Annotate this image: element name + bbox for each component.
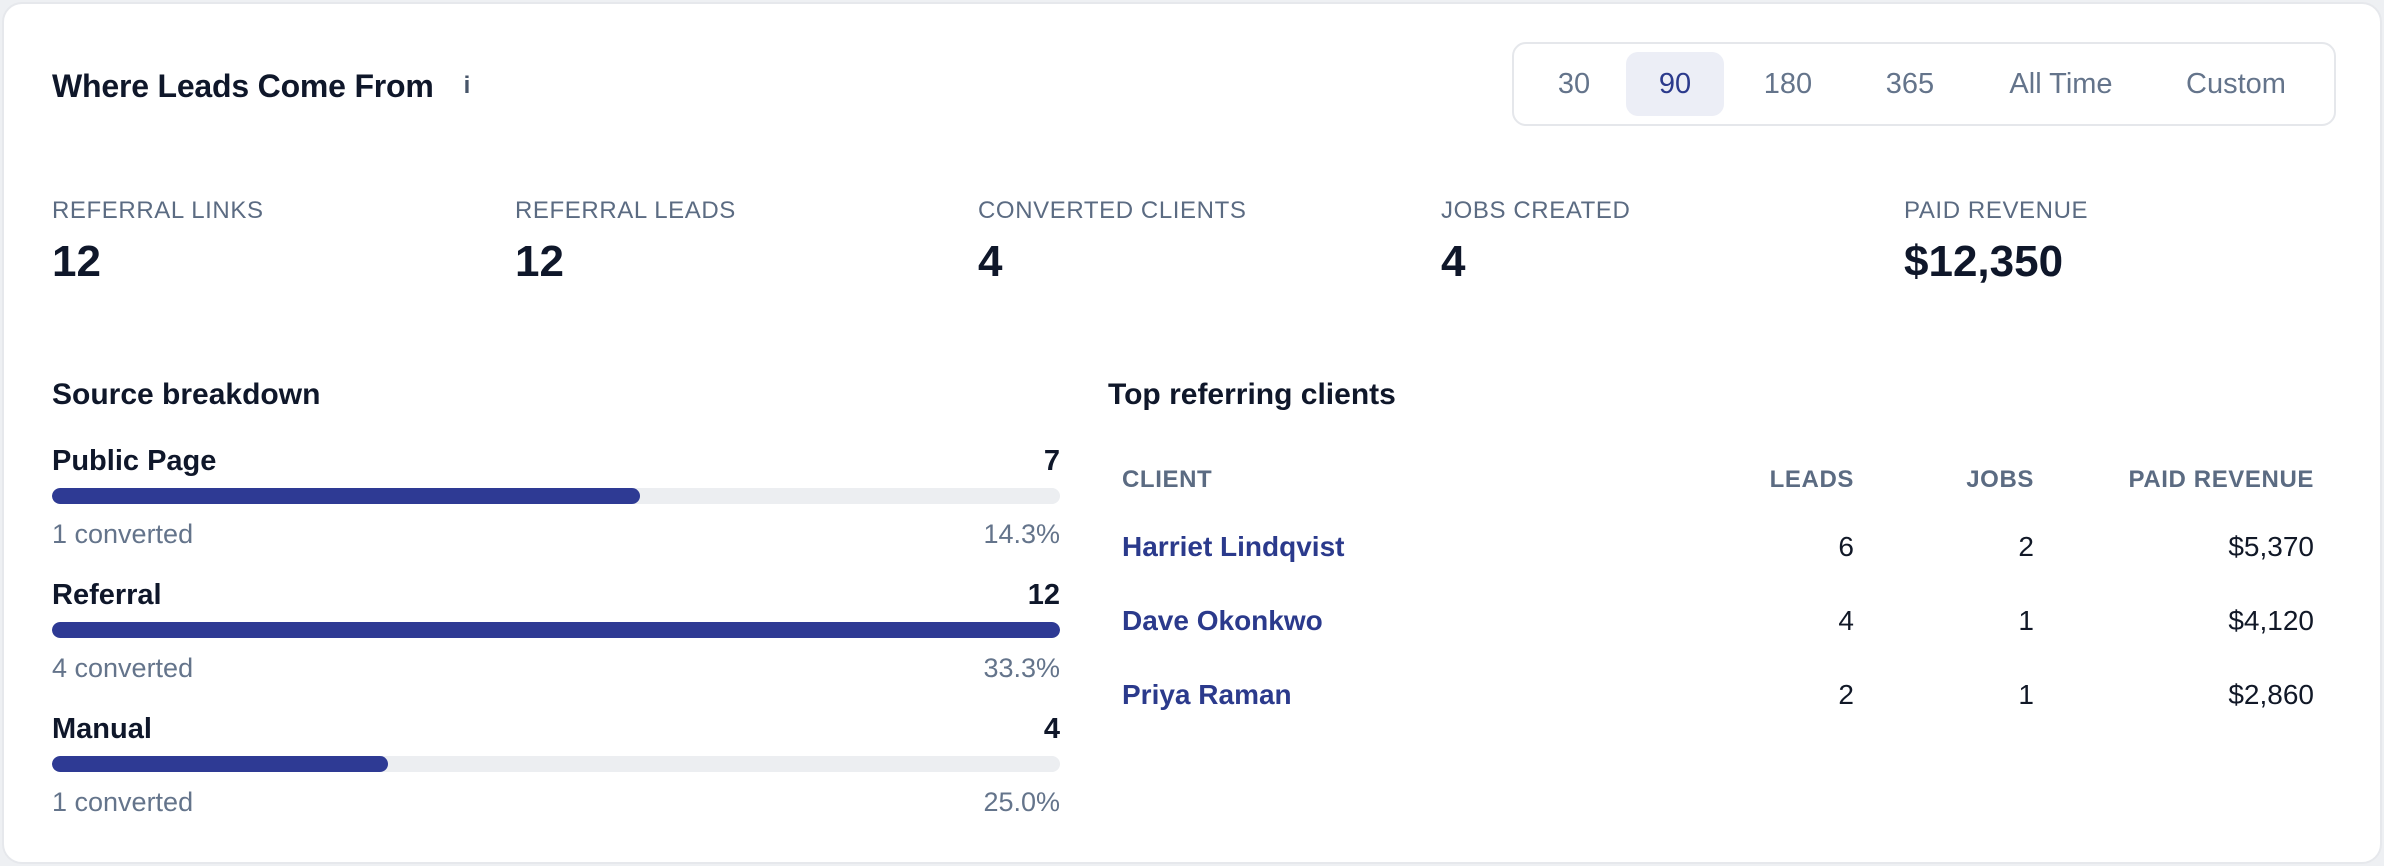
source-percent: 33.3%	[983, 652, 1060, 683]
stat-paid-revenue: PAID REVENUE $12,350	[1904, 194, 2324, 292]
table-row: Harriet Lindqvist 6 2 $5,370	[1108, 510, 2328, 584]
stat-converted-clients: CONVERTED CLIENTS 4	[978, 194, 1398, 292]
source-converted: 1 converted	[52, 786, 194, 817]
source-count: 4	[1043, 712, 1060, 745]
source-name: Manual	[52, 712, 152, 745]
client-link[interactable]: Priya Raman	[1122, 679, 1292, 710]
top-clients-table: CLIENT LEADS JOBS PAID REVENUE Harriet L…	[1108, 450, 2328, 732]
column-header-client: CLIENT	[1122, 466, 1213, 493]
stat-referral-links: REFERRAL LINKS 12	[52, 194, 472, 292]
cell-jobs: 2	[2018, 531, 2034, 562]
stat-label: REFERRAL LEADS	[515, 197, 736, 224]
stat-referral-leads: REFERRAL LEADS 12	[515, 194, 935, 292]
top-referring-clients-title: Top referring clients	[1108, 378, 1396, 411]
source-progress-track	[52, 756, 1060, 772]
cell-leads: 6	[1838, 531, 1854, 562]
source-item-referral: Referral 12 4 converted 33.3%	[52, 576, 1060, 702]
range-365-button[interactable]: 365	[1885, 67, 1935, 100]
table-header-row: CLIENT LEADS JOBS PAID REVENUE	[1108, 450, 2328, 510]
stat-label: JOBS CREATED	[1441, 197, 1631, 224]
cell-revenue: $2,860	[2228, 679, 2314, 710]
source-percent: 25.0%	[983, 786, 1060, 817]
card-title: Where Leads Come From	[52, 67, 434, 104]
range-all-time-button[interactable]: All Time	[2009, 67, 2113, 100]
column-header-leads: LEADS	[1769, 466, 1854, 493]
source-progress-fill	[52, 488, 640, 504]
column-header-jobs: JOBS	[1966, 466, 2034, 493]
cell-revenue: $5,370	[2228, 531, 2314, 562]
range-30-button[interactable]: 30	[1557, 67, 1591, 100]
stats-row: REFERRAL LINKS 12 REFERRAL LEADS 12 CONV…	[52, 194, 2342, 294]
info-icon[interactable]: i	[463, 72, 471, 99]
source-item-public-page: Public Page 7 1 converted 14.3%	[52, 442, 1060, 568]
source-name: Public Page	[52, 444, 217, 477]
date-range-selector: 30 90 180 365 All Time Custom	[1512, 42, 2336, 126]
source-progress-fill	[52, 756, 388, 772]
stat-label: PAID REVENUE	[1904, 197, 2089, 224]
stat-label: REFERRAL LINKS	[52, 197, 264, 224]
source-progress-track	[52, 488, 1060, 504]
source-converted: 1 converted	[52, 518, 194, 549]
stat-value: 12	[515, 237, 564, 286]
stat-value: 12	[52, 237, 101, 286]
table-row: Priya Raman 2 1 $2,860	[1108, 658, 2328, 732]
range-180-button[interactable]: 180	[1763, 67, 1813, 100]
stat-jobs-created: JOBS CREATED 4	[1441, 194, 1861, 292]
client-link[interactable]: Harriet Lindqvist	[1122, 531, 1345, 562]
stat-value: 4	[1441, 237, 1466, 286]
source-progress-track	[52, 622, 1060, 638]
source-count: 12	[1027, 578, 1060, 611]
stat-value: 4	[978, 237, 1003, 286]
card-header: Where Leads Come From i	[52, 64, 470, 108]
cell-leads: 4	[1838, 605, 1854, 636]
stat-label: CONVERTED CLIENTS	[978, 197, 1247, 224]
cell-jobs: 1	[2018, 679, 2034, 710]
source-breakdown-title: Source breakdown	[52, 378, 321, 411]
range-90-button[interactable]: 90	[1626, 52, 1724, 116]
range-custom-button[interactable]: Custom	[2186, 67, 2286, 100]
table-row: Dave Okonkwo 4 1 $4,120	[1108, 584, 2328, 658]
source-name: Referral	[52, 578, 162, 611]
cell-leads: 2	[1838, 679, 1854, 710]
stat-value: $12,350	[1904, 237, 2064, 286]
client-link[interactable]: Dave Okonkwo	[1122, 605, 1323, 636]
source-item-manual: Manual 4 1 converted 25.0%	[52, 710, 1060, 836]
source-converted: 4 converted	[52, 652, 194, 683]
source-count: 7	[1043, 444, 1060, 477]
source-percent: 14.3%	[983, 518, 1060, 549]
column-header-revenue: PAID REVENUE	[2128, 466, 2314, 493]
source-progress-fill	[52, 622, 1060, 638]
cell-jobs: 1	[2018, 605, 2034, 636]
cell-revenue: $4,120	[2228, 605, 2314, 636]
